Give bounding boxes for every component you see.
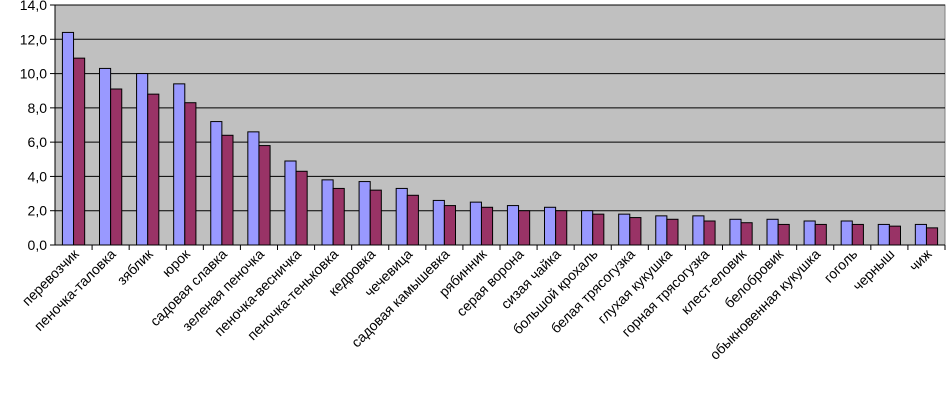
bar-series-2-8 bbox=[369, 189, 382, 246]
bar-series-1-0 bbox=[61, 31, 75, 246]
category-label: юрок bbox=[159, 245, 194, 280]
bar-series-2-19 bbox=[777, 223, 790, 246]
bar-series-1-1 bbox=[99, 67, 112, 246]
bar-series-2-21 bbox=[851, 223, 864, 246]
bar-series-2-5 bbox=[258, 145, 271, 246]
bar-series-1-14 bbox=[581, 210, 594, 246]
y-tick-label: 8,0 bbox=[28, 100, 48, 116]
bar-series-2-4 bbox=[221, 134, 234, 246]
y-tick-label: 10,0 bbox=[20, 66, 47, 82]
bar-series-1-19 bbox=[766, 218, 779, 246]
bar-series-2-22 bbox=[888, 225, 901, 246]
bar-series-2-3 bbox=[184, 102, 197, 246]
bar-series-1-7 bbox=[321, 179, 334, 246]
bar-series-1-23 bbox=[914, 223, 927, 246]
y-tick-label: 12,0 bbox=[20, 31, 47, 47]
category-label: черныш bbox=[849, 246, 897, 294]
bar-series-1-16 bbox=[655, 215, 668, 246]
bar-series-1-11 bbox=[469, 201, 482, 246]
bar-series-2-15 bbox=[629, 217, 642, 246]
bar-series-1-12 bbox=[506, 205, 520, 246]
bar-series-2-11 bbox=[480, 206, 494, 246]
bar-series-1-15 bbox=[618, 213, 631, 246]
bar-series-1-17 bbox=[692, 215, 705, 246]
bar-series-2-7 bbox=[332, 187, 345, 246]
y-tick-label: 6,0 bbox=[28, 134, 48, 150]
bar-series-2-1 bbox=[110, 88, 123, 246]
y-tick-label: 2,0 bbox=[28, 203, 48, 219]
bar-series-1-22 bbox=[877, 223, 890, 246]
bar-series-1-4 bbox=[210, 121, 223, 246]
bar-series-2-13 bbox=[555, 210, 568, 246]
bar-series-2-20 bbox=[814, 223, 827, 246]
bar-series-2-6 bbox=[295, 170, 308, 246]
bar-series-2-14 bbox=[592, 213, 605, 246]
bar-series-2-0 bbox=[73, 57, 86, 246]
bar-series-1-21 bbox=[840, 220, 853, 246]
bar-series-1-20 bbox=[803, 220, 816, 246]
y-tick-label: 4,0 bbox=[28, 168, 48, 184]
bar-series-1-18 bbox=[729, 218, 742, 246]
bar-series-2-17 bbox=[703, 220, 716, 246]
bar-series-1-3 bbox=[173, 83, 186, 246]
bar-series-2-9 bbox=[406, 194, 419, 246]
plot-area bbox=[54, 4, 946, 246]
bar-series-1-10 bbox=[432, 199, 445, 246]
bar-series-1-9 bbox=[395, 187, 408, 246]
bar-series-2-2 bbox=[147, 93, 160, 246]
bar-series-2-23 bbox=[925, 227, 939, 246]
bar-series-2-18 bbox=[740, 222, 753, 246]
category-label: зяблик bbox=[114, 245, 157, 288]
y-tick-label: 0,0 bbox=[28, 237, 48, 253]
category-label: чиж bbox=[906, 245, 935, 274]
bar-series-1-2 bbox=[136, 73, 149, 246]
y-tick-label: 14,0 bbox=[20, 0, 47, 13]
bar-series-2-12 bbox=[518, 210, 531, 246]
bar-series-1-5 bbox=[247, 131, 260, 246]
bar-series-2-10 bbox=[443, 205, 456, 246]
bar-series-2-16 bbox=[666, 218, 679, 246]
bar-series-1-6 bbox=[284, 160, 297, 246]
bar-series-1-13 bbox=[544, 206, 557, 246]
bar-series-1-8 bbox=[358, 181, 371, 246]
